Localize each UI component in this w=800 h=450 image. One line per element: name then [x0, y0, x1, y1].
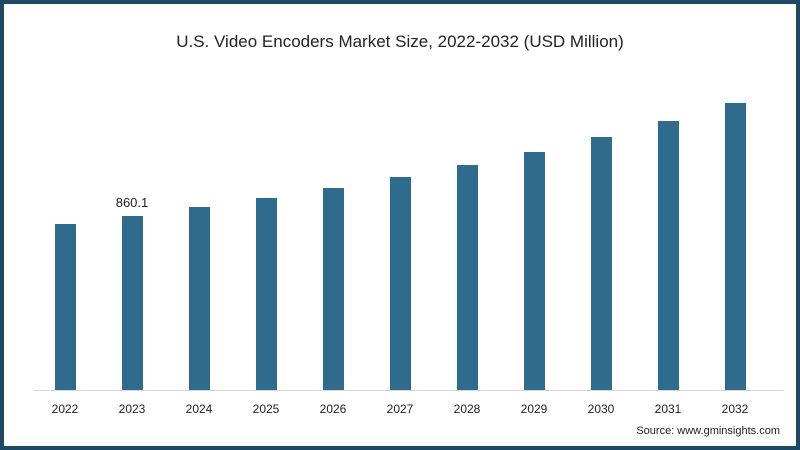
x-axis-line	[34, 390, 784, 391]
x-tick-label: 2022	[51, 402, 79, 416]
x-tick-label: 2031	[654, 402, 682, 416]
bar-2031	[657, 121, 679, 390]
x-tick-label: 2029	[520, 402, 548, 416]
x-tick-label: 2024	[185, 402, 213, 416]
x-tick-label: 2030	[587, 402, 615, 416]
x-tick-label: 2027	[386, 402, 414, 416]
chart-title: U.S. Video Encoders Market Size, 2022-20…	[176, 32, 624, 51]
x-tick-label: 2032	[721, 402, 749, 416]
bar-2027	[389, 177, 411, 390]
bar-2026	[322, 188, 344, 390]
data-label: 860.1	[115, 195, 149, 210]
x-tick-label: 2028	[453, 402, 481, 416]
x-tick-label: 2023	[118, 402, 146, 416]
bar-2029	[523, 152, 545, 390]
plot-area	[34, 60, 784, 390]
bar-2025	[255, 198, 277, 390]
bar-2023	[121, 216, 143, 390]
bar-2024	[188, 207, 210, 390]
bar-2028	[456, 165, 478, 390]
bar-2022	[54, 224, 76, 390]
x-tick-label: 2026	[319, 402, 347, 416]
bar-2032	[724, 103, 746, 390]
bar-2030	[590, 137, 612, 390]
source-note: Source: www.gminsights.com	[636, 425, 780, 437]
x-tick-label: 2025	[252, 402, 280, 416]
